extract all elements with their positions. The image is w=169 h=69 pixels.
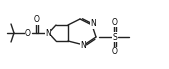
- Text: O: O: [25, 28, 31, 37]
- Text: O: O: [112, 47, 118, 56]
- Text: N: N: [45, 28, 51, 37]
- Text: O: O: [34, 16, 40, 24]
- Text: O: O: [112, 18, 118, 27]
- Text: N: N: [80, 41, 86, 51]
- Text: S: S: [113, 32, 117, 41]
- Text: N: N: [90, 20, 96, 28]
